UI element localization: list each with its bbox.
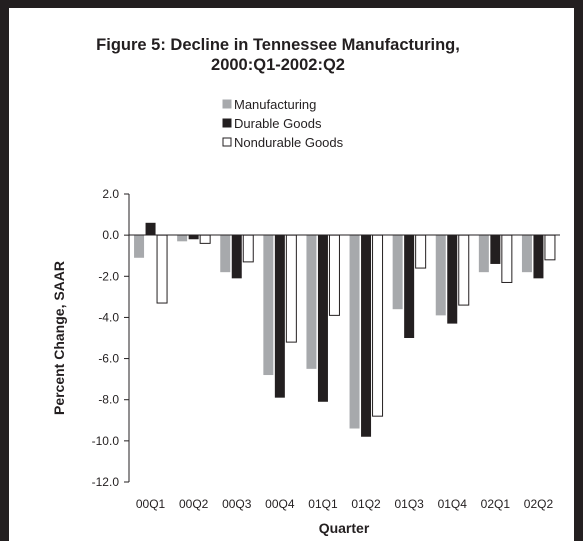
bar-00Q4-series-1 [263,235,274,376]
chart-title: Figure 5: Decline in Tennessee Manufactu… [96,36,460,54]
bar-01Q2-series-2 [361,235,372,437]
bar-01Q3-series-1 [392,235,403,310]
bar-02Q1-series-1 [478,235,489,273]
y-tick-label: -10.0 [92,434,120,448]
bar-01Q4-series-2 [447,235,458,324]
y-tick-label: 2.0 [102,187,119,201]
bars [134,222,556,437]
y-tick-label: -8.0 [98,393,119,407]
y-axis-title: Percent Change, SAAR [51,261,67,415]
bar-00Q2-series-3 [199,234,211,244]
bar-00Q3-series-3 [242,234,254,263]
bar-00Q1-series-3 [156,234,168,304]
legend-swatch-1 [222,99,232,109]
bar-00Q2-series-1 [177,235,188,242]
bar-01Q1-series-1 [306,235,317,369]
x-tick-label: 00Q3 [222,497,252,511]
bar-01Q4-series-1 [435,235,446,316]
y-axis-ticks: 2.0 0.0 -2.0 -4.0 -6.0 -8.0 -10.0 -12.0 [92,187,129,489]
x-axis-ticks: 00Q1 00Q2 00Q3 00Q4 01Q1 01Q2 01Q3 01Q4 02Q1 02Q2 [136,497,554,511]
y-tick-label: -2.0 [98,269,119,283]
bar-00Q4-series-2 [274,235,285,398]
x-tick-label: 01Q2 [351,497,381,511]
legend-label-3: Nondurable Goods [234,135,344,150]
legend-swatch-2 [222,118,232,128]
bar-01Q3-series-3 [415,234,427,269]
legend-swatch-3 [222,137,232,147]
bar-02Q1-series-2 [490,235,501,264]
bar-02Q1-series-3 [501,234,513,283]
bar-02Q2-series-1 [521,235,532,273]
bar-01Q4-series-3 [458,234,470,306]
chart-subtitle: 2000:Q1-2002:Q2 [211,56,345,74]
bar-00Q3-series-1 [220,235,231,273]
y-tick-label: -12.0 [92,475,120,489]
bar-00Q1-series-1 [134,235,145,258]
bar-01Q3-series-2 [404,235,415,338]
y-tick-label: -6.0 [98,352,119,366]
bar-00Q4-series-3 [285,234,297,343]
y-tick-label: -4.0 [98,310,119,324]
bar-01Q1-series-3 [328,234,340,316]
x-tick-label: 02Q1 [481,497,511,511]
bar-01Q2-series-3 [372,234,384,417]
bar-02Q2-series-3 [544,234,556,261]
x-tick-label: 00Q2 [179,497,209,511]
bar-00Q1-series-2 [145,222,156,236]
y-tick-label: 0.0 [102,228,119,242]
bar-00Q3-series-2 [231,235,242,279]
x-tick-label: 01Q4 [438,497,468,511]
bar-00Q2-series-2 [188,235,199,240]
bar-01Q1-series-2 [317,235,328,402]
x-tick-label: 01Q1 [308,497,338,511]
x-tick-label: 01Q3 [394,497,424,511]
legend-label-1: Manufacturing [234,97,316,112]
x-axis-title: Quarter [319,520,370,536]
bar-02Q2-series-2 [533,235,544,279]
legend: Manufacturing Durable Goods Nondurable Goo… [222,97,344,150]
bar-01Q2-series-1 [349,235,360,429]
chart-svg: Figure 5: Decline in Tennessee Manufactu… [51,36,560,536]
x-tick-label: 02Q2 [524,497,554,511]
legend-label-2: Durable Goods [234,116,322,131]
x-tick-label: 00Q4 [265,497,295,511]
x-tick-label: 00Q1 [136,497,166,511]
